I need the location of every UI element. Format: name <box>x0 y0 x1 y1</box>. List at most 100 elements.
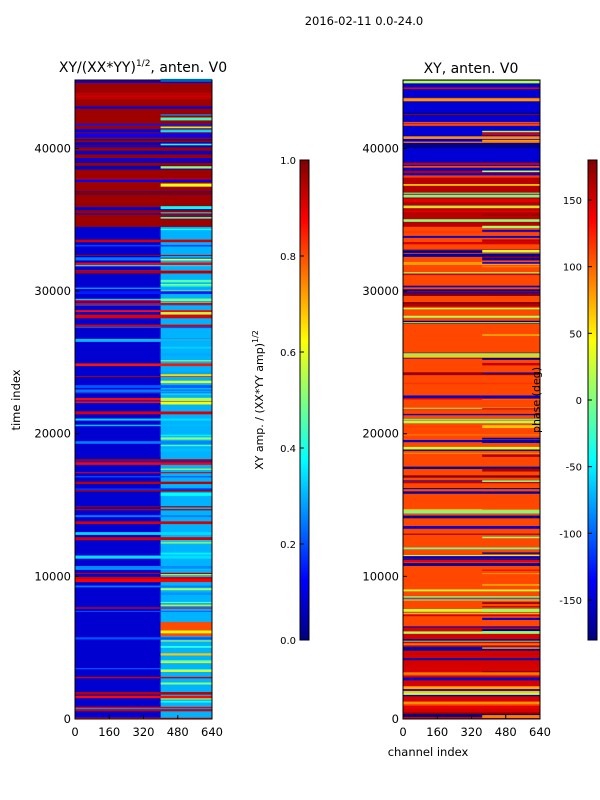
right-heatmap-streak <box>403 206 540 209</box>
left-heatmap-region <box>160 622 212 637</box>
left-title-main: XY/(XX*YY) <box>59 60 136 76</box>
right-heatmap-streak <box>482 139 540 142</box>
right-heatmap-streak <box>482 425 540 429</box>
right-colorbar-label: phase (deg) <box>530 367 543 433</box>
left-heatmap-streak <box>160 216 212 219</box>
right-heatmap-streak <box>403 677 540 681</box>
left-x-tick-label: 640 <box>201 725 223 739</box>
right-heatmap-streak <box>482 213 540 216</box>
right-colorbar-tick-label: -50 <box>566 463 582 474</box>
left-heatmap-streak <box>75 389 212 393</box>
right-heatmap-streak <box>403 162 540 166</box>
right-heatmap-streak <box>403 192 540 194</box>
left-heatmap-streak <box>160 166 212 169</box>
right-heatmap-streak <box>403 145 540 149</box>
right-heatmap-streak <box>403 165 540 168</box>
left-heatmap-streak <box>160 279 212 283</box>
right-heatmap-streak <box>482 536 540 539</box>
right-heatmap-streak <box>403 253 540 257</box>
left-colorbar: 0.0 0.2 0.4 0.6 0.8 1.0 XY amp. / (XX*YY amp)… <box>251 156 310 647</box>
right-heatmap-streak <box>403 446 540 450</box>
left-y-tick-label: 20000 <box>34 427 71 441</box>
right-heatmap-streak <box>403 701 540 704</box>
left-colorbar-tick-label: 1.0 <box>280 156 296 167</box>
left-heatmap-streak <box>160 283 212 287</box>
left-heatmap-streak <box>160 143 212 146</box>
left-heatmap-streak <box>75 607 212 609</box>
right-heatmap-streak <box>403 433 540 436</box>
left-heatmap-streak <box>160 371 212 375</box>
right-heatmap-streak <box>482 239 540 242</box>
left-heatmap-streak <box>160 374 212 377</box>
left-heatmap-streak <box>75 385 212 388</box>
left-heatmap-streak <box>75 287 212 289</box>
left-heatmap-streak <box>75 637 212 640</box>
left-y-tick-label: 0 <box>64 712 71 726</box>
left-heatmap-streak <box>75 302 212 305</box>
right-heatmap-streak <box>482 647 540 649</box>
left-heatmap-streak <box>160 552 212 555</box>
left-heatmap-streak <box>75 257 212 261</box>
left-heatmap-streak <box>75 142 212 145</box>
left-heatmap-streak <box>75 506 212 508</box>
left-heatmap-streak <box>160 698 212 700</box>
left-heatmap-streak <box>75 338 212 342</box>
right-colorbar-tick-label: -100 <box>559 529 582 540</box>
left-heatmap-streak <box>160 284 212 286</box>
left-heatmap-streak <box>75 213 212 215</box>
left-heatmap-streak <box>160 129 212 132</box>
right-heatmap-streak <box>403 690 540 693</box>
right-x-tick-label: 480 <box>495 725 517 739</box>
left-heatmap-streak <box>75 139 212 141</box>
right-heatmap-streak <box>403 646 540 649</box>
left-x-tick-label: 160 <box>98 725 120 739</box>
left-colorbar-ticks: 0.0 0.2 0.4 0.6 0.8 1.0 <box>280 156 304 647</box>
left-heatmap-streak <box>160 445 212 447</box>
right-heatmap-streak <box>403 304 540 307</box>
right-heatmap-streak <box>403 510 540 514</box>
right-heatmap-streak <box>403 626 540 628</box>
right-heatmap-streak <box>403 526 540 529</box>
right-colorbar-tick-label: -150 <box>559 596 582 607</box>
right-heatmap-streak <box>403 480 540 482</box>
right-heatmap-streak <box>403 666 540 670</box>
right-heatmap-streak <box>482 256 540 259</box>
left-heatmap-streak <box>75 298 212 301</box>
left-heatmap-streak <box>75 80 212 83</box>
right-heatmap-streak <box>403 113 540 116</box>
right-heatmap-streak <box>403 354 540 358</box>
left-heatmap-streak <box>160 311 212 315</box>
left-heatmap-streak <box>75 708 212 712</box>
right-heatmap-streak <box>482 372 540 375</box>
left-heatmap-streak <box>160 542 212 544</box>
left-heatmap-streak <box>75 568 212 570</box>
right-colorbar-gradient <box>588 160 597 640</box>
left-heatmap-streak <box>75 92 212 95</box>
left-heatmap-streak <box>75 375 212 377</box>
right-heatmap-streak <box>403 236 540 238</box>
left-heatmap-streak <box>75 167 212 170</box>
right-heatmap-streak <box>403 648 540 651</box>
left-heatmap-streak <box>75 145 212 148</box>
right-heatmap-streak <box>403 98 540 102</box>
left-heatmap-streak <box>160 573 212 576</box>
left-heatmap-layers <box>75 78 212 719</box>
left-heatmap-streak <box>75 472 212 474</box>
right-heatmap-streak <box>403 673 540 675</box>
left-colorbar-tick-label: 0.0 <box>280 636 296 647</box>
left-colorbar-label: XY amp. / (XX*YY amp)1/2 <box>251 330 266 470</box>
left-heatmap-streak <box>75 418 212 421</box>
left-x-tick-label: 0 <box>71 725 78 739</box>
left-heatmap-streak <box>160 640 212 642</box>
right-heatmap-streak <box>403 452 540 454</box>
left-heatmap-streak <box>75 179 212 182</box>
right-heatmap-streak <box>403 692 540 695</box>
right-heatmap-streak <box>482 629 540 632</box>
left-heatmap-streak <box>160 434 212 437</box>
right-heatmap-streak <box>403 353 540 356</box>
right-heatmap-streak <box>403 712 540 714</box>
right-heatmap-streak <box>403 413 540 416</box>
left-heatmap-streak <box>160 127 212 129</box>
left-x-tick-label: 480 <box>167 725 189 739</box>
right-title: XY, anten. V0 <box>424 61 519 77</box>
